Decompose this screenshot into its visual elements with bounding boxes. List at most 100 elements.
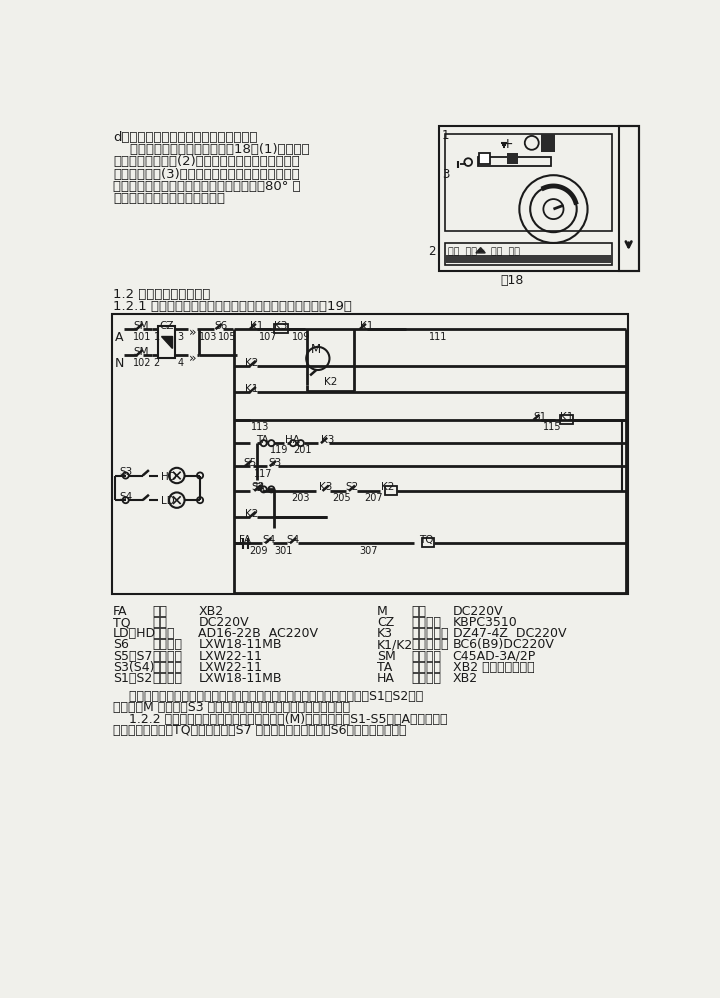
Text: XB2: XB2 (453, 672, 478, 685)
Text: 1: 1 (153, 331, 160, 341)
Text: 203: 203 (292, 493, 310, 503)
Text: S4: S4 (262, 535, 275, 545)
Text: 105: 105 (218, 331, 236, 341)
Text: S3(S4): S3(S4) (113, 661, 155, 674)
Text: LXW18-11MB: LXW18-11MB (199, 672, 282, 685)
Text: S2: S2 (346, 482, 359, 492)
Text: d、负荷开关由接地位置操作到分闸位置: d、负荷开关由接地位置操作到分闸位置 (113, 131, 258, 144)
Text: S6: S6 (113, 639, 129, 652)
Text: S1、S2: S1、S2 (113, 672, 153, 685)
Bar (158, 326, 175, 358)
Text: LD、HD: LD、HD (113, 627, 156, 640)
Text: TA: TA (377, 661, 392, 674)
Text: 107: 107 (259, 331, 277, 341)
Text: 的分励脱扣线圈（TQ），行程开关S7 安装在故障指示位置。S6安装在闭锁位置。: 的分励脱扣线圈（TQ），行程开关S7 安装在故障指示位置。S6安装在闭锁位置。 (113, 725, 407, 738)
Bar (438, 126, 639, 270)
Bar (560, 415, 573, 424)
Text: 1: 1 (442, 129, 449, 142)
Text: 3: 3 (178, 331, 184, 341)
Bar (445, 134, 612, 231)
Text: SM: SM (377, 650, 395, 663)
Text: XB2: XB2 (199, 605, 224, 618)
Text: 1.2.2 随负荷开关（机构）配的元件有电机(M)、行程开关（S1-S5）、A型机构专用: 1.2.2 随负荷开关（机构）配的元件有电机(M)、行程开关（S1-S5）、A型… (113, 713, 448, 726)
Text: 线圈: 线圈 (152, 616, 167, 629)
Text: 行程开关: 行程开关 (152, 672, 182, 685)
Text: 201: 201 (293, 445, 312, 455)
Text: K2: K2 (324, 377, 338, 387)
Polygon shape (161, 336, 172, 348)
Text: 109: 109 (292, 331, 310, 341)
Text: +: + (502, 137, 513, 151)
Text: 1.2.1 负荷开关电动操作的典型电气控制原理图（见下图19）: 1.2.1 负荷开关电动操作的典型电气控制原理图（见下图19） (113, 300, 352, 313)
Text: 205: 205 (332, 493, 351, 503)
Text: S3: S3 (120, 467, 132, 477)
Text: 117: 117 (254, 469, 273, 479)
Text: 按钮: 按钮 (152, 605, 167, 618)
Text: N: N (114, 357, 124, 370)
Text: LXW22-11: LXW22-11 (199, 661, 263, 674)
Bar (422, 538, 434, 547)
Text: SM: SM (133, 347, 149, 357)
Text: LD: LD (161, 496, 175, 506)
Text: 119: 119 (270, 445, 288, 455)
Text: K3: K3 (320, 482, 333, 492)
Text: 控制按钮: 控制按钮 (412, 672, 441, 685)
Text: 207: 207 (364, 493, 383, 503)
Text: 111: 111 (429, 331, 448, 341)
Text: 3: 3 (442, 169, 449, 182)
Bar (445, 255, 612, 263)
Text: HA: HA (285, 435, 300, 445)
Text: CZ: CZ (377, 616, 394, 629)
Text: HD: HD (161, 472, 177, 482)
Text: K3: K3 (321, 435, 334, 445)
Text: DZ47-4Z  DC220V: DZ47-4Z DC220V (453, 627, 566, 640)
Text: FA: FA (113, 605, 127, 618)
Text: 103: 103 (199, 331, 217, 341)
Bar (112, 313, 628, 594)
Text: K1: K1 (245, 384, 258, 394)
Text: S4: S4 (287, 535, 300, 545)
Text: K2: K2 (245, 357, 258, 367)
Text: 1.2 负荷开关的电动操作: 1.2 负荷开关的电动操作 (113, 287, 211, 300)
Bar (477, 157, 551, 166)
Text: TQ: TQ (418, 535, 433, 545)
Bar (618, 126, 639, 270)
Text: 2: 2 (428, 246, 436, 258)
Text: 中间继电器: 中间继电器 (412, 627, 449, 640)
Text: XB2 一开一闭带自锁: XB2 一开一闭带自锁 (453, 661, 534, 674)
Text: 行程开关: 行程开关 (152, 661, 182, 674)
Text: »: » (189, 326, 196, 339)
Text: 作，电机M 即断电。S3 行程开关是确保机构在分（合）初始位置。: 作，电机M 即断电。S3 行程开关是确保机构在分（合）初始位置。 (113, 702, 351, 715)
Text: HA: HA (377, 672, 395, 685)
Text: 行程开关: 行程开关 (152, 650, 182, 663)
Text: 2: 2 (153, 357, 160, 367)
Text: S3: S3 (251, 482, 264, 492)
Text: TA: TA (256, 435, 269, 445)
Text: »: » (189, 352, 196, 365)
Text: SM: SM (133, 320, 149, 330)
Text: 转轴槽口应在(3)所示向右位置。将操作把手插入孔: 转轴槽口应在(3)所示向右位置。将操作把手插入孔 (113, 168, 300, 181)
Text: 在上图中，当操作按钮使负荷开关（机构）电动合（分）闸后，行程开关S1（S2）动: 在上图中，当操作按钮使负荷开关（机构）电动合（分）闸后，行程开关S1（S2）动 (113, 690, 423, 703)
Text: TA: TA (253, 483, 264, 493)
Text: LXW22-11: LXW22-11 (199, 650, 263, 663)
Text: CZ: CZ (159, 320, 174, 330)
Text: KBPC3510: KBPC3510 (453, 616, 518, 629)
Text: LXW18-11MB: LXW18-11MB (199, 639, 282, 652)
Text: 101: 101 (133, 331, 152, 341)
Text: 内，导向键对准转轴槽口，顺时针方向转动80° 左: 内，导向键对准转轴槽口，顺时针方向转动80° 左 (113, 180, 301, 193)
Bar (507, 153, 518, 164)
Text: 指示灯: 指示灯 (152, 627, 174, 640)
Text: 301: 301 (274, 546, 293, 556)
Bar (541, 134, 555, 152)
Text: TQ: TQ (113, 616, 131, 629)
Text: 将负荷开关位置指示器放在图18中(1)所示接地: 将负荷开关位置指示器放在图18中(1)所示接地 (113, 143, 310, 156)
Text: 115: 115 (543, 422, 561, 432)
Bar (445, 243, 612, 264)
Text: 102: 102 (133, 357, 152, 367)
Text: K1/K2: K1/K2 (377, 639, 413, 652)
Text: S4: S4 (120, 492, 132, 502)
Text: 空气开关: 空气开关 (412, 650, 441, 663)
Text: A: A (114, 330, 123, 343)
Text: K3: K3 (274, 320, 288, 330)
Text: K3: K3 (377, 627, 392, 640)
